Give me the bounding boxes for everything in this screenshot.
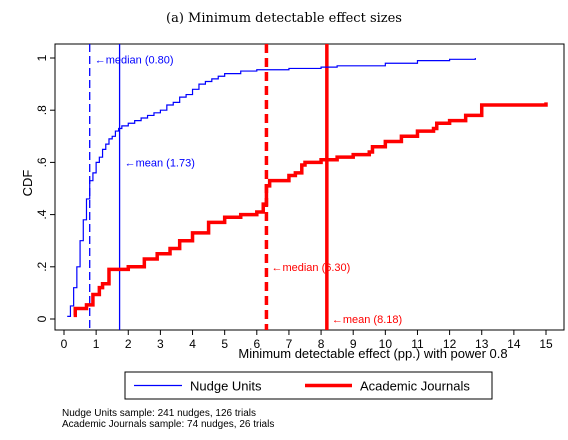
x-tick-label: 15 [539,337,553,351]
legend-label-academic-journals: Academic Journals [360,379,470,394]
x-tick-label: 10 [379,337,393,351]
y-tick-label: .4 [35,209,49,219]
x-tick-label: 0 [61,337,68,351]
y-tick-label: .2 [35,261,49,271]
series-line-academic-journals [73,102,548,318]
y-tick-label: .6 [35,157,49,167]
y-axis-label: CDF [20,170,35,197]
x-tick-label: 14 [507,337,521,351]
x-axis-label: Minimum detectable effect (pp.) with pow… [238,346,507,361]
x-tick-label: 7 [286,337,293,351]
x-tick-label: 8 [318,337,325,351]
sample-note-academic-journals: Academic Journals sample: 74 nudges, 26 … [62,419,275,430]
x-tick-label: 2 [125,337,132,351]
ref-label-nudge-mean: ←mean (1.73) [125,157,195,169]
x-tick-label: 11 [411,337,424,351]
x-tick-label: 6 [253,337,260,351]
x-tick-label: 12 [443,337,457,351]
x-tick-label: 1 [93,337,100,351]
ref-label-nudge-median: ←median (0.80) [95,54,174,66]
plot-frame [54,43,565,331]
ref-label-academic-mean: ←mean (8.18) [332,314,402,326]
x-tick-label: 3 [157,337,164,351]
x-tick-label: 13 [475,337,489,351]
series-line-nudge-units [67,58,476,317]
y-tick-label: 1 [35,54,49,61]
legend-label-nudge-units: Nudge Units [190,379,262,394]
x-tick-label: 5 [221,337,228,351]
chart-title: (a) Minimum detectable effect sizes [166,11,402,26]
x-tick-label: 4 [189,337,196,351]
ref-label-academic-median: ←median (6.30) [271,262,350,274]
y-tick-label: 0 [35,315,49,322]
sample-note-nudge-units: Nudge Units sample: 241 nudges, 126 tria… [62,408,257,419]
y-tick-label: .8 [35,105,49,115]
x-tick-label: 9 [350,337,357,351]
